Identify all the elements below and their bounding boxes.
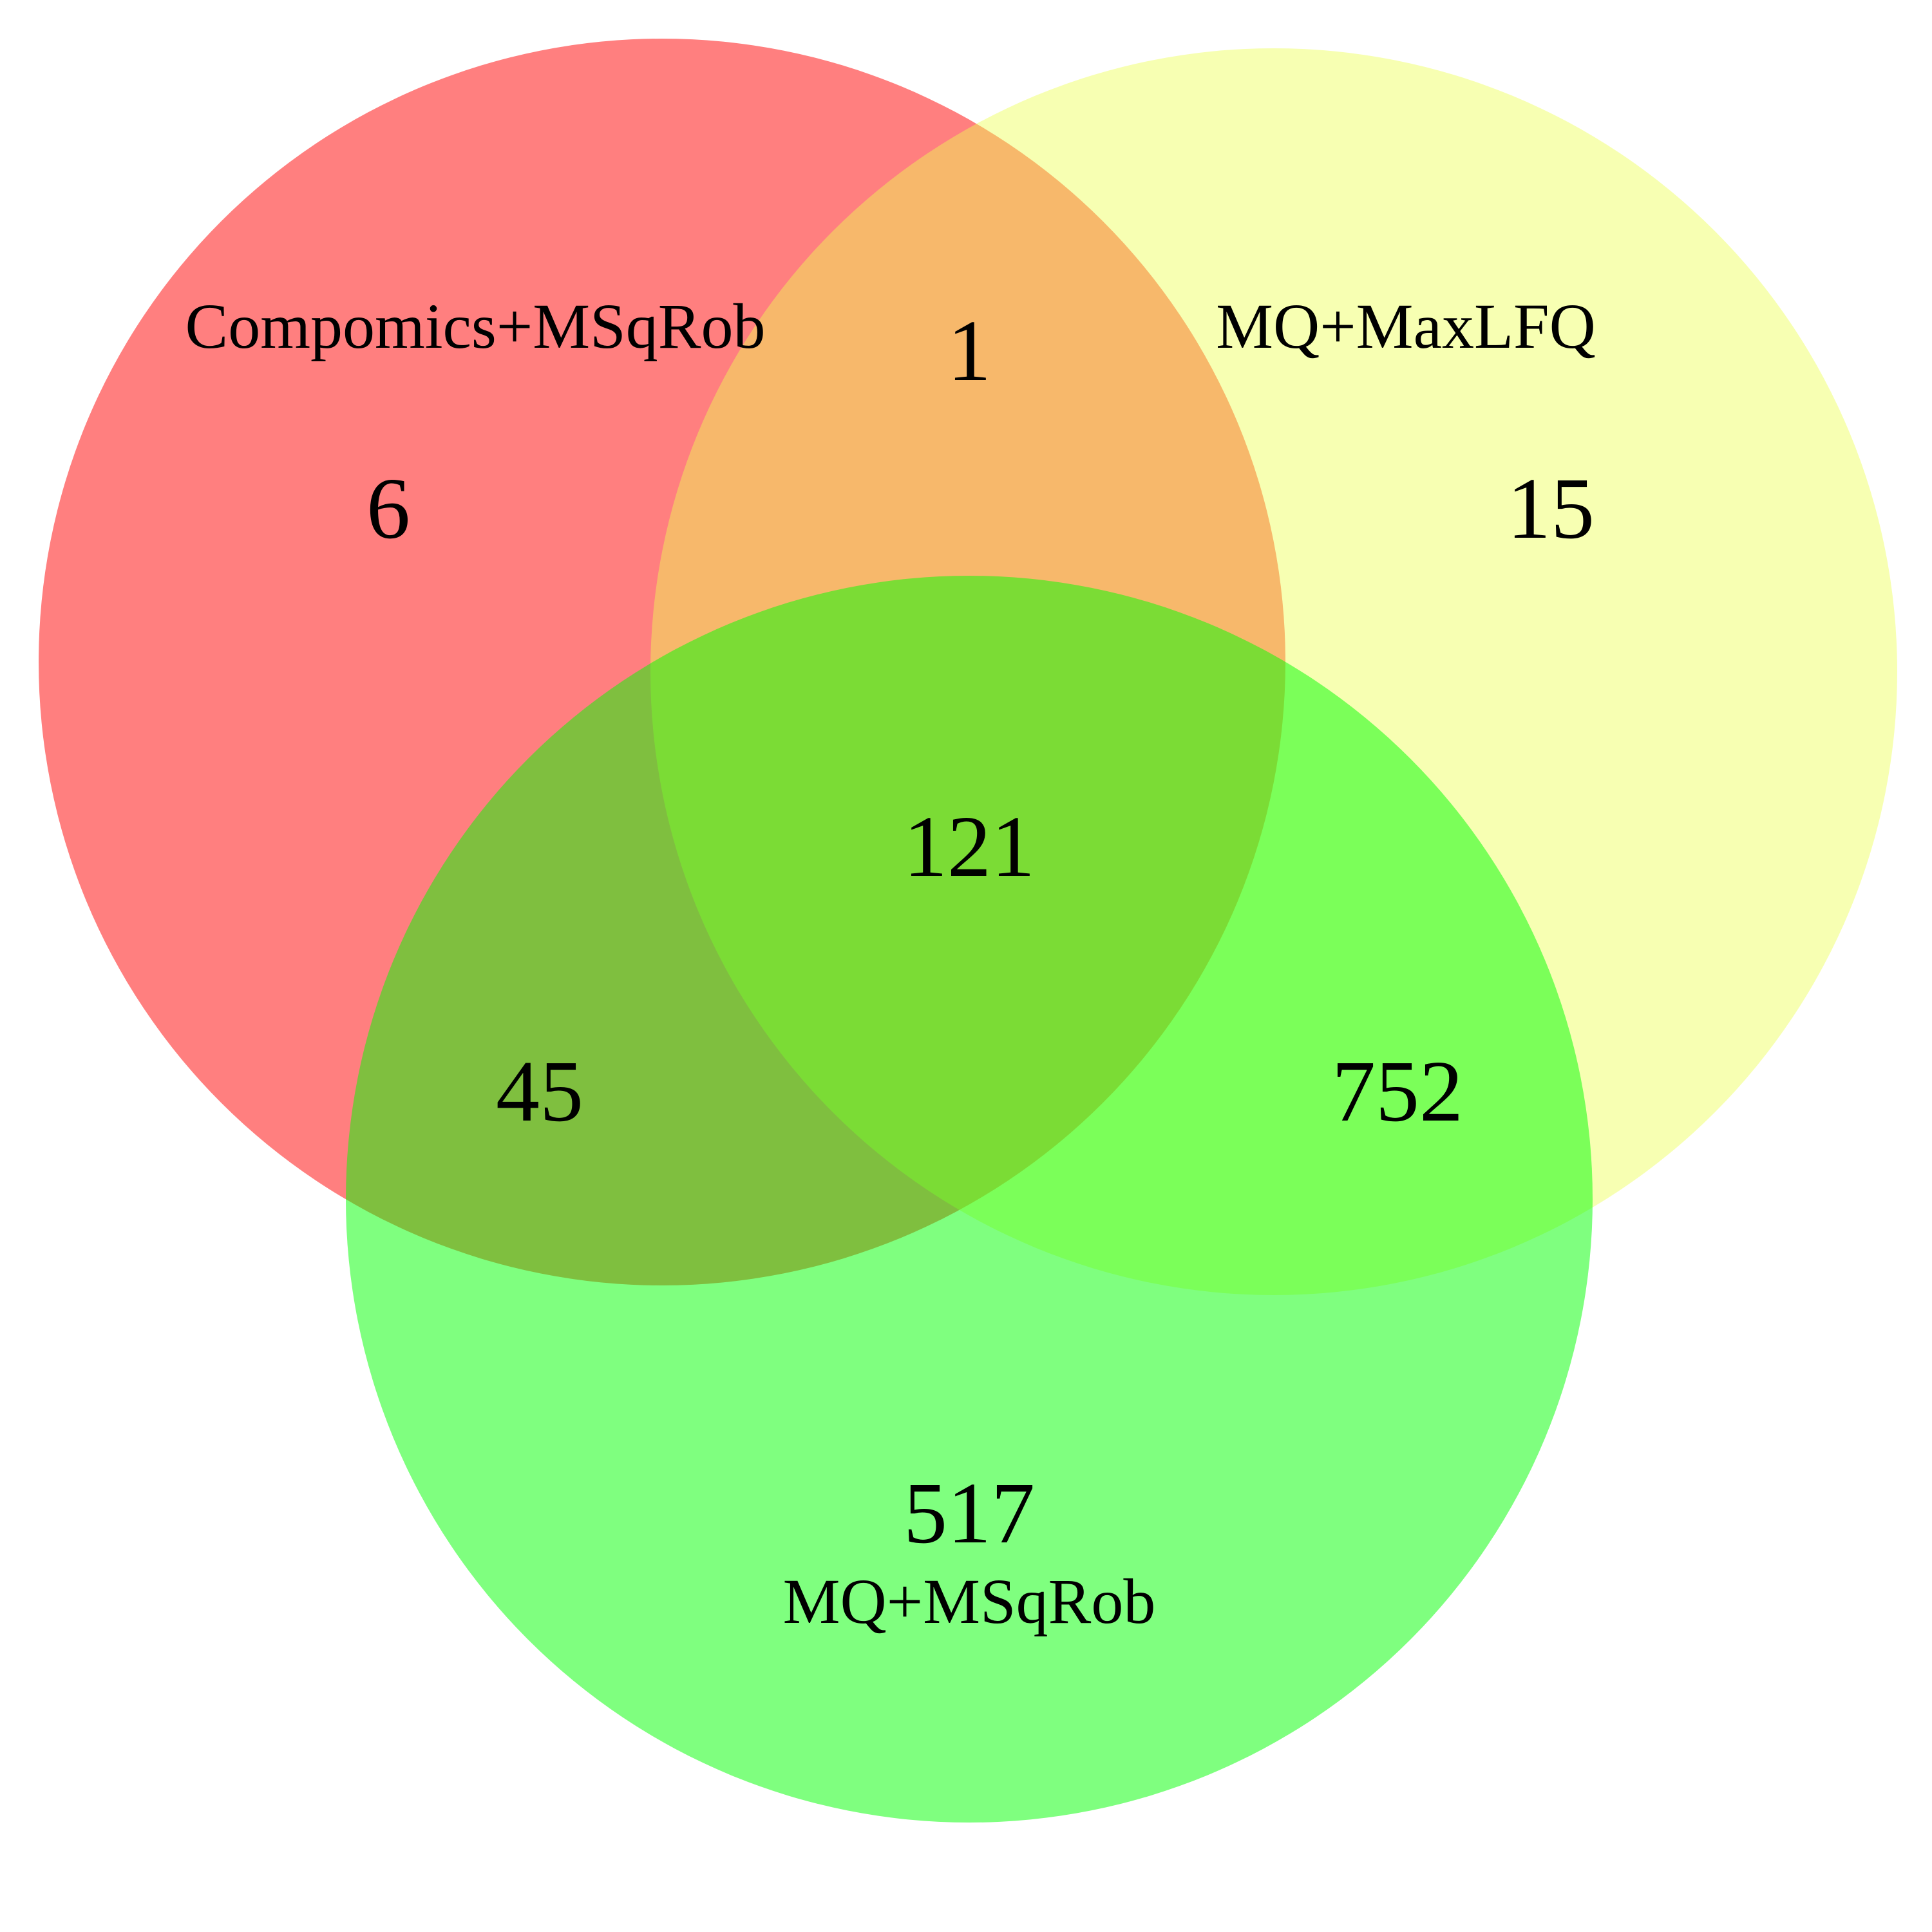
count-maxlfq-only: 15 [1507,460,1595,557]
set-label-mq-maxlfq: MQ+MaxLFQ [1216,290,1596,362]
count-compomics-mq-msqrob: 45 [496,1043,583,1140]
set-circles [39,39,1897,1823]
set-label-mq-msqrob: MQ+MSqRob [783,1566,1156,1637]
count-compomics-maxlfq: 1 [947,303,991,399]
circle-mq-msqrob [346,576,1593,1823]
count-mq-msqrob-only: 517 [904,1465,1035,1562]
count-maxlfq-mq-msqrob: 752 [1332,1043,1463,1140]
count-compomics-only: 6 [366,460,410,557]
set-labels: Compomics+MSqRob MQ+MaxLFQ MQ+MSqRob [185,290,1596,1637]
count-all-three: 121 [904,799,1035,895]
region-counts: 6 15 517 1 45 752 121 [366,303,1595,1562]
set-label-compomics-msqrob: Compomics+MSqRob [185,290,766,362]
